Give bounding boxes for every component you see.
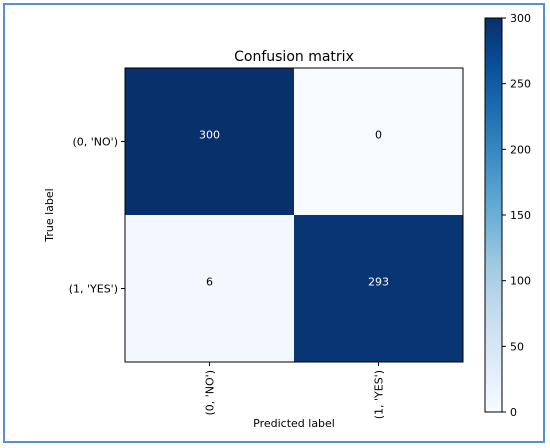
matrix-cell-labels: 300 0 6 293 (199, 129, 389, 289)
colorbar-tick-label: 150 (510, 209, 531, 222)
x-tick-label: (1, 'YES') (373, 370, 386, 419)
y-tick-label: (1, 'YES') (69, 283, 118, 296)
colorbar-tick-label: 50 (510, 340, 524, 353)
colorbar (484, 17, 503, 413)
cell-value-label: 300 (199, 129, 220, 142)
colorbar-tick-label: 300 (510, 12, 531, 25)
chart-title: Confusion matrix (234, 49, 354, 65)
colorbar-ticks: 0 50 100 150 200 250 300 (502, 12, 531, 419)
y-axis-ticks: (0, 'NO') (1, 'YES') (69, 136, 125, 296)
matrix-cell (294, 215, 463, 362)
colorbar-tick-label: 250 (510, 78, 531, 91)
colorbar-tick-label: 200 (510, 143, 531, 156)
x-axis-label: Predicted label (253, 417, 335, 430)
colorbar-tick-label: 100 (510, 275, 531, 288)
cell-value-label: 6 (206, 276, 213, 289)
matrix-cell (294, 68, 463, 215)
matrix-cell (125, 68, 294, 215)
matrix-cell (125, 215, 294, 362)
x-tick-label: (0, 'NO') (204, 370, 217, 416)
cell-value-label: 0 (375, 129, 382, 142)
cell-value-label: 293 (368, 276, 389, 289)
plot-border (124, 67, 464, 363)
matrix-cells (125, 68, 463, 362)
x-axis-ticks: (0, 'NO') (1, 'YES') (204, 362, 386, 419)
y-axis-label: True label (43, 188, 56, 242)
colorbar-tick-label: 0 (510, 406, 517, 419)
y-tick-label: (0, 'NO') (72, 136, 118, 149)
